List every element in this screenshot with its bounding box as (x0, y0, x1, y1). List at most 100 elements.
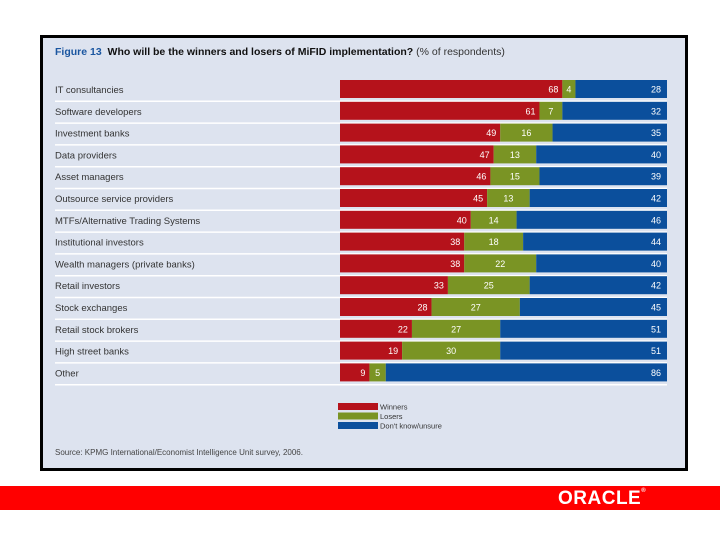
bar-winners (340, 319, 412, 338)
data-label: 18 (489, 237, 499, 247)
chart-frame: Figure 13 Who will be the winners and lo… (40, 35, 688, 471)
data-label: 32 (651, 106, 661, 116)
legend-swatch (338, 403, 378, 410)
data-label: 38 (450, 259, 460, 269)
data-label: 27 (451, 324, 461, 334)
chart-title: Figure 13 Who will be the winners and lo… (55, 46, 505, 58)
legend-swatch (338, 422, 378, 429)
data-label: 40 (651, 259, 661, 269)
bar-don-t-know-unsure (523, 232, 667, 251)
bar-winners (340, 189, 488, 207)
category-label: Retail investors (55, 281, 120, 292)
bar-don-t-know-unsure (529, 276, 667, 295)
category-label: Software developers (55, 107, 142, 118)
data-label: 49 (486, 128, 496, 138)
legend-label: Don't know/unsure (380, 422, 442, 431)
category-label: Other (55, 368, 79, 379)
bar-losers (431, 298, 520, 316)
bar-winners (340, 232, 465, 251)
bar-winners (340, 298, 432, 316)
data-label: 42 (651, 194, 661, 204)
data-label: 68 (548, 85, 558, 95)
data-label: 16 (521, 128, 531, 138)
data-label: 45 (473, 194, 483, 204)
data-label: 22 (495, 259, 505, 269)
footer-band (0, 486, 720, 510)
bar-winners (340, 123, 501, 142)
data-label: 15 (510, 172, 520, 182)
bar-don-t-know-unsure (500, 319, 667, 338)
bar-don-t-know-unsure (562, 101, 667, 120)
chart-title-text: Who will be the winners and losers of Mi… (107, 46, 414, 58)
data-label: 14 (489, 215, 499, 225)
data-label: 44 (651, 237, 661, 247)
category-label: MTFs/Alternative Trading Systems (55, 216, 200, 227)
bar-don-t-know-unsure (539, 167, 667, 186)
bar-losers (493, 145, 537, 164)
category-label: Institutional investors (55, 238, 144, 249)
bar-losers (487, 189, 530, 207)
data-label: 35 (651, 128, 661, 138)
bar-winners (340, 341, 403, 360)
bar-losers (447, 276, 530, 295)
bar-losers (470, 210, 517, 229)
bar-losers (369, 363, 386, 382)
data-label: 46 (476, 172, 486, 182)
bar-losers (411, 319, 501, 338)
bar-winners (340, 254, 465, 273)
category-label: Data providers (55, 150, 117, 161)
legend-swatch (338, 412, 378, 420)
brand-name: ORACLE (558, 488, 642, 509)
data-label: 9 (360, 368, 365, 378)
data-label: 39 (651, 172, 661, 182)
bar-losers (539, 101, 563, 120)
bar-winners (340, 167, 491, 186)
category-label: High street banks (55, 347, 129, 358)
bar-don-t-know-unsure (536, 254, 667, 273)
bar-don-t-know-unsure (575, 80, 667, 98)
oracle-logo: ORACLE® (558, 488, 646, 510)
chart-source: Source: KPMG International/Economist Int… (55, 448, 303, 457)
data-label: 13 (510, 150, 520, 160)
bar-winners (340, 210, 471, 229)
data-label: 47 (480, 150, 490, 160)
category-label: Outsource service providers (55, 194, 174, 205)
data-label: 30 (446, 346, 456, 356)
stacked-bar-chart: IT consultancies 68 4 28 Software developers… (55, 80, 667, 431)
data-label: 40 (651, 150, 661, 160)
bar-winners (340, 363, 370, 382)
data-label: 7 (548, 106, 553, 116)
bar-winners (340, 80, 563, 98)
legend-label: Losers (380, 412, 403, 421)
bar-don-t-know-unsure (552, 123, 667, 142)
data-label: 46 (651, 215, 661, 225)
data-label: 13 (503, 194, 513, 204)
data-label: 27 (471, 303, 481, 313)
figure-label: Figure 13 (55, 46, 102, 58)
bar-winners (340, 276, 448, 295)
data-label: 22 (398, 324, 408, 334)
data-label: 28 (418, 303, 428, 313)
bar-don-t-know-unsure (529, 189, 667, 207)
data-label: 28 (651, 85, 661, 95)
category-label: Retail stock brokers (55, 325, 139, 336)
data-label: 4 (566, 85, 571, 95)
data-label: 51 (651, 324, 661, 334)
bar-losers (402, 341, 501, 360)
data-label: 33 (434, 281, 444, 291)
bar-don-t-know-unsure (500, 341, 667, 360)
bar-winners (340, 145, 494, 164)
data-label: 42 (651, 281, 661, 291)
category-label: IT consultancies (55, 85, 124, 96)
category-label: Investment banks (55, 129, 130, 140)
bar-don-t-know-unsure (385, 363, 667, 382)
category-label: Wealth managers (private banks) (55, 259, 195, 270)
bar-losers (464, 254, 537, 273)
data-label: 86 (651, 368, 661, 378)
chart-subtitle: (% of respondents) (416, 46, 505, 58)
bar-losers (562, 80, 576, 98)
category-label: Stock exchanges (55, 303, 128, 314)
bar-losers (464, 232, 524, 251)
data-label: 51 (651, 346, 661, 356)
data-label: 19 (388, 346, 398, 356)
